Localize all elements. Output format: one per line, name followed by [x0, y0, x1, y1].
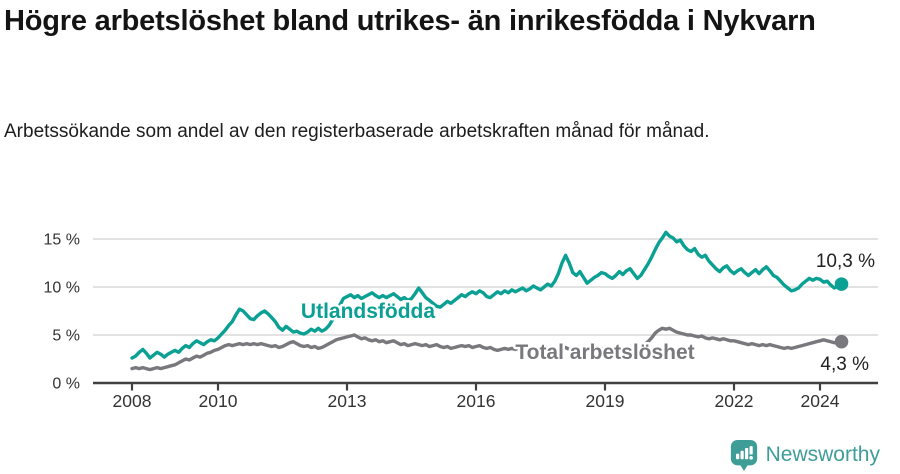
- end-value-label-total: 4,3 %: [820, 354, 869, 375]
- series-label-utlandsfodda: Utlandsfödda: [301, 300, 435, 323]
- newsworthy-wordmark: Newsworthy: [765, 443, 880, 466]
- newsworthy-logo: Newsworthy: [729, 438, 880, 472]
- x-axis-label-2019: 2019: [586, 391, 625, 411]
- chart-subtitle: Arbetssökande som andel av den registerb…: [4, 121, 710, 142]
- y-axis-label-5: 5 %: [52, 328, 80, 345]
- series-line-total: [130, 326, 844, 372]
- x-axis-label-2008: 2008: [113, 391, 152, 411]
- series-label-total: Total arbetslöshet: [515, 341, 694, 364]
- y-axis-label-15: 15 %: [44, 232, 80, 249]
- series-end-dot-total: [834, 334, 849, 349]
- series-line-utlandsfodda: [130, 230, 844, 360]
- series-end-dot-utlandsfodda: [834, 277, 849, 291]
- x-axis-label-2022: 2022: [715, 391, 754, 411]
- chart-title: Högre arbetslöshet bland utrikes- än inr…: [4, 5, 816, 37]
- x-axis-label-2010: 2010: [199, 391, 238, 411]
- y-axis-label-10: 10 %: [44, 280, 80, 297]
- y-axis-label-0: 0 %: [52, 376, 80, 393]
- newsworthy-bubble-icon: [730, 440, 757, 471]
- x-axis-label-2016: 2016: [457, 391, 496, 411]
- x-axis-label-2013: 2013: [328, 391, 367, 411]
- end-value-label-utlandsfodda: 10,3 %: [816, 251, 875, 272]
- x-axis-label-2024: 2024: [801, 391, 840, 411]
